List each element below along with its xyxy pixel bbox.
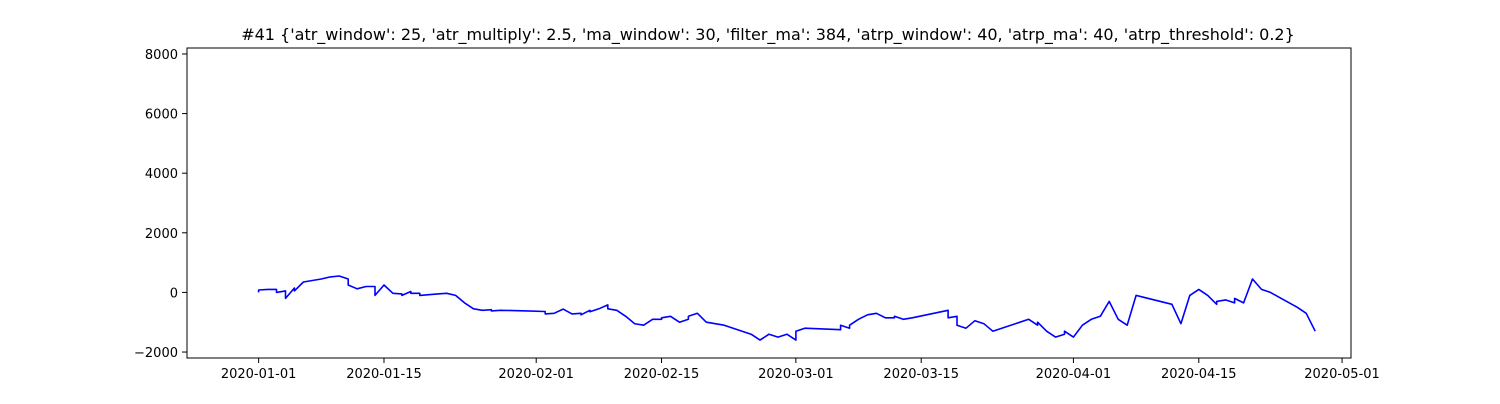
y-tick-label: 2000 — [145, 227, 178, 242]
plot-frame — [186, 47, 1352, 359]
y-axis: −2000 0 2000 4000 6000 8000 — [134, 48, 187, 361]
x-tick-label: 2020-03-15 — [883, 367, 959, 382]
series-line — [257, 275, 1316, 341]
y-tick-label: −2000 — [134, 346, 178, 361]
y-tick-label: 8000 — [145, 48, 178, 63]
x-tick-label: 2020-04-01 — [1036, 367, 1112, 382]
chart-title: #41 {'atr_window': 25, 'atr_multiply': 2… — [241, 25, 1295, 45]
x-axis: 2020-01-01 2020-01-15 2020-02-01 2020-02-15… — [221, 358, 1380, 382]
x-tick-label: 2020-03-01 — [758, 367, 834, 382]
plot-area — [257, 275, 1316, 341]
y-tick-label: 6000 — [145, 108, 178, 123]
x-tick-label: 2020-02-01 — [498, 367, 574, 382]
x-tick-label: 2020-01-15 — [346, 367, 422, 382]
y-tick-label: 0 — [170, 286, 178, 301]
x-tick-label: 2020-04-15 — [1161, 367, 1237, 382]
y-tick-label: 4000 — [145, 167, 178, 182]
x-tick-label: 2020-01-01 — [221, 367, 297, 382]
x-tick-label: 2020-05-01 — [1304, 367, 1380, 382]
x-tick-label: 2020-02-15 — [624, 367, 700, 382]
